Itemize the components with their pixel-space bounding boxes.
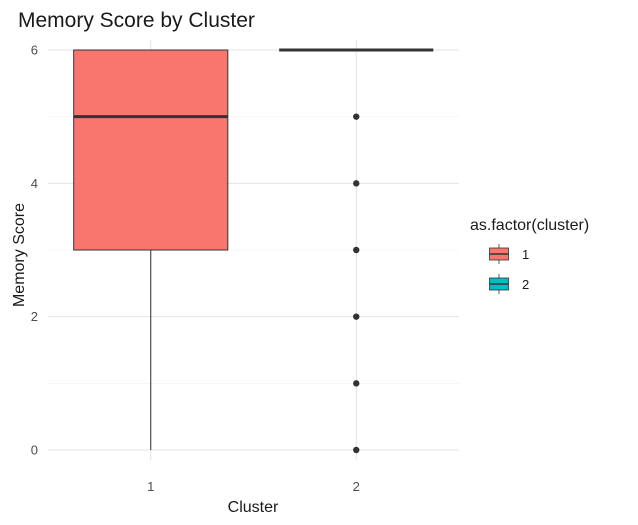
legend-label: 1 bbox=[522, 247, 529, 262]
outlier-point bbox=[353, 113, 360, 120]
outlier-point bbox=[353, 313, 360, 320]
y-tick-label: 6 bbox=[31, 43, 38, 58]
x-axis-title: Cluster bbox=[228, 499, 279, 516]
legend-label: 2 bbox=[522, 277, 529, 292]
legend: as.factor(cluster) 1 2 bbox=[470, 217, 589, 295]
boxes-layer bbox=[73, 48, 434, 454]
outlier-point bbox=[353, 446, 360, 454]
box-cluster-2 bbox=[279, 48, 434, 454]
chart-title: Memory Score by Cluster bbox=[18, 9, 255, 32]
legend-entry-2: 2 bbox=[488, 273, 529, 295]
y-tick-label: 4 bbox=[31, 176, 38, 191]
legend-title: as.factor(cluster) bbox=[470, 217, 589, 234]
box-cluster-1 bbox=[73, 49, 229, 450]
y-tick-label: 0 bbox=[31, 443, 38, 458]
y-tick-label: 2 bbox=[31, 309, 38, 324]
box-iqr bbox=[73, 49, 229, 251]
axis-ticks: 0 2 4 6 1 2 bbox=[31, 43, 360, 495]
y-axis-title: Memory Score bbox=[11, 203, 28, 307]
x-tick-label: 1 bbox=[147, 479, 154, 494]
outlier-point bbox=[353, 246, 360, 254]
outlier-point bbox=[353, 180, 360, 187]
x-tick-label: 2 bbox=[353, 479, 360, 494]
outlier-point bbox=[353, 380, 360, 387]
legend-entry-1: 1 bbox=[488, 243, 529, 265]
